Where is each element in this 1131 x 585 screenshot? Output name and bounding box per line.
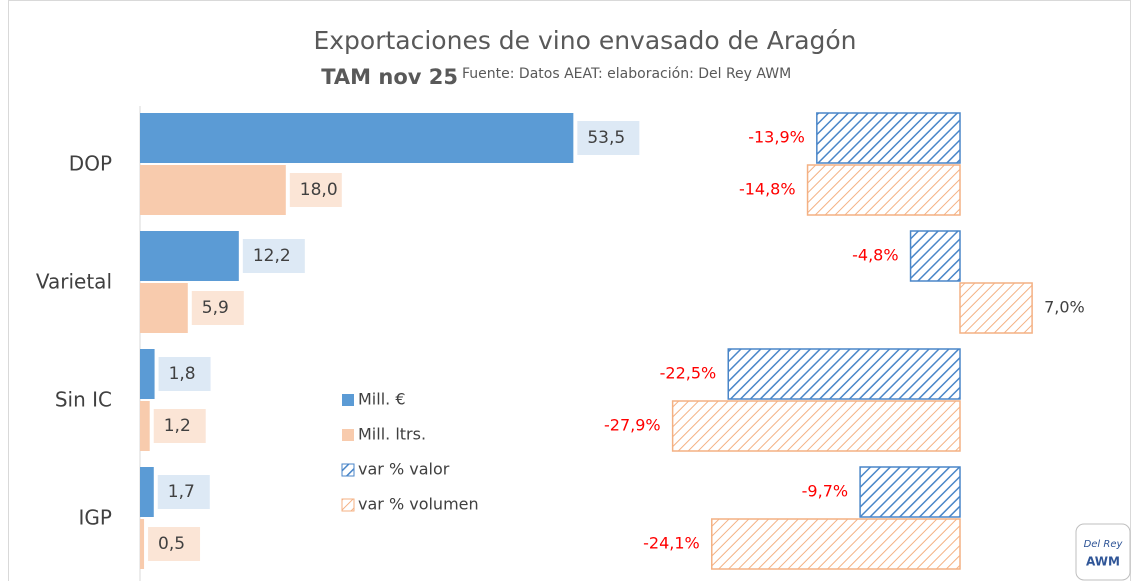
chart-title: Exportaciones de vino envasado de Aragón bbox=[313, 26, 856, 55]
bar bbox=[140, 519, 145, 569]
data-label: -22,5% bbox=[660, 364, 717, 383]
bar bbox=[806, 164, 961, 216]
data-label-bg bbox=[191, 291, 244, 325]
bar bbox=[140, 165, 286, 215]
bar bbox=[671, 400, 961, 452]
data-label-bg bbox=[153, 409, 206, 443]
data-label: 18,0 bbox=[300, 180, 338, 200]
data-label: -24,1% bbox=[643, 534, 700, 553]
bar bbox=[140, 467, 154, 517]
data-label-bg bbox=[577, 121, 640, 155]
bar bbox=[959, 282, 1033, 334]
data-label: 53,5 bbox=[587, 128, 625, 148]
bar bbox=[859, 466, 961, 518]
legend-label: Mill. ltrs. bbox=[358, 425, 426, 444]
bar bbox=[140, 349, 155, 399]
data-label: 1,2 bbox=[164, 416, 191, 436]
data-label: 12,2 bbox=[253, 246, 291, 266]
y-tick-label: Sin IC bbox=[55, 388, 112, 412]
bar bbox=[711, 518, 961, 570]
source: Fuente: Datos AEAT: elaboración: Del Rey… bbox=[462, 66, 791, 82]
bar bbox=[140, 283, 188, 333]
data-label: 1,8 bbox=[169, 364, 196, 384]
data-label-bg bbox=[158, 357, 211, 391]
data-label-bg bbox=[289, 173, 342, 207]
bar bbox=[816, 112, 961, 164]
legend-swatch bbox=[342, 394, 354, 406]
legend-swatch bbox=[341, 498, 355, 512]
y-tick-label: IGP bbox=[79, 506, 112, 530]
y-tick-label: Varietal bbox=[36, 270, 112, 294]
legend-label: var % volumen bbox=[358, 495, 479, 514]
subtitle: TAM nov 25 bbox=[321, 65, 458, 89]
data-label: 0,5 bbox=[158, 534, 185, 554]
legend-swatch bbox=[342, 429, 354, 441]
data-label-bg bbox=[157, 475, 210, 509]
bar bbox=[909, 230, 961, 282]
data-label: -13,9% bbox=[748, 128, 805, 147]
data-label: 1,7 bbox=[168, 482, 195, 502]
data-label: 7,0% bbox=[1044, 298, 1085, 317]
data-label: 5,9 bbox=[202, 298, 229, 318]
legend-swatch bbox=[341, 463, 355, 477]
data-label: -14,8% bbox=[739, 180, 796, 199]
data-label-bg bbox=[242, 239, 305, 273]
data-label: -27,9% bbox=[604, 416, 661, 435]
y-tick-label: DOP bbox=[69, 152, 112, 176]
bar bbox=[140, 113, 574, 163]
data-label-bg bbox=[148, 527, 201, 561]
bar bbox=[727, 348, 961, 400]
bar bbox=[140, 401, 150, 451]
logo-text: AWM bbox=[1086, 555, 1120, 569]
data-label: -4,8% bbox=[852, 246, 898, 265]
legend-label: var % valor bbox=[358, 460, 450, 479]
bar bbox=[140, 231, 239, 281]
logo-text: Del Rey bbox=[1084, 539, 1124, 550]
legend-label: Mill. € bbox=[358, 390, 406, 409]
data-label: -9,7% bbox=[802, 482, 848, 501]
logo-box bbox=[1075, 523, 1131, 581]
